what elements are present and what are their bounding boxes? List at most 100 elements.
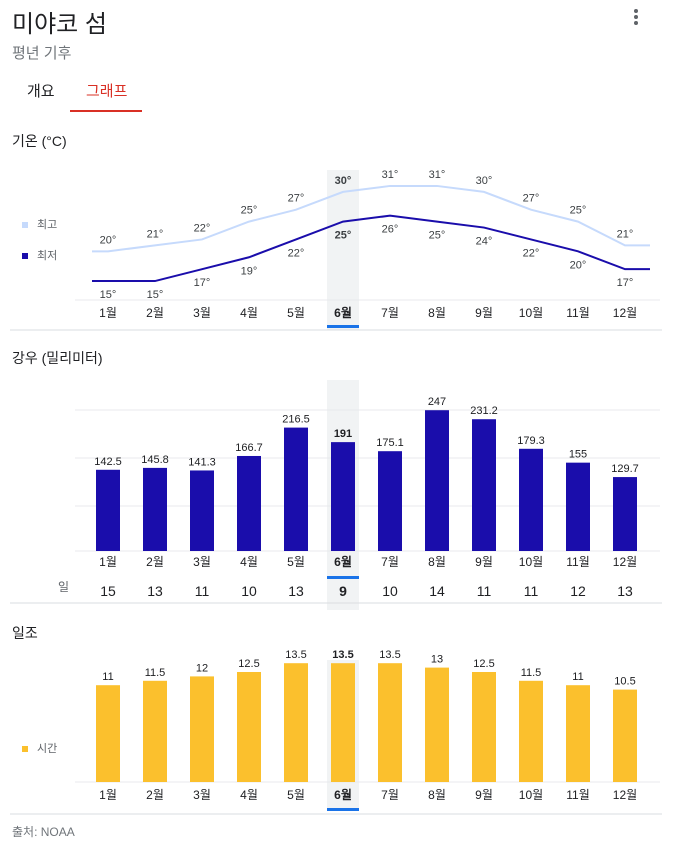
rainfall-value-label: 155 [569,449,587,461]
month-tick-label[interactable]: 12월 [613,306,637,320]
sunshine-value-label: 11 [572,671,583,683]
rainfall-bar [143,467,167,551]
month-tick-label[interactable]: 6월 [334,305,352,320]
month-tick-label[interactable]: 4월 [240,555,258,569]
rain-days-value: 13 [147,583,163,599]
month-tick-label[interactable]: 5월 [287,788,305,802]
sunshine-bar [425,667,449,782]
page-title: 미야코 섬 [12,11,107,38]
high-temp-label: 30° [335,175,352,187]
legend-low-label: 최저 [37,249,57,262]
rainfall-bar [613,477,637,551]
sunshine-value-label: 13.5 [332,650,353,661]
low-temp-label: 25° [429,230,446,242]
legend-high-label: 최고 [37,218,57,231]
month-tick-label[interactable]: 6월 [334,554,352,569]
rainfall-value-label: 191 [334,428,352,440]
month-tick-label[interactable]: 1월 [99,306,117,320]
legend-hours-swatch [22,746,28,752]
selected-month-indicator [327,808,359,811]
high-temp-label: 21° [147,228,164,240]
month-tick-label[interactable]: 9월 [475,788,493,802]
rainfall-section-title: 강우 (밀리미터) [12,350,103,366]
sunshine-value-label: 11.5 [521,667,542,679]
sunshine-value-label: 11.5 [145,667,166,679]
month-tick-label[interactable]: 10월 [519,788,543,802]
month-tick-label[interactable]: 1월 [99,555,117,569]
month-tick-label[interactable]: 8월 [428,306,446,320]
sunshine-bar [96,685,120,782]
sunshine-bar [519,680,543,782]
sunshine-bar [143,680,167,782]
month-tick-label[interactable]: 6월 [334,787,352,802]
sunshine-bar [237,672,261,782]
month-tick-label[interactable]: 2월 [146,788,164,802]
rain-days-value: 15 [100,583,116,599]
rainfall-value-label: 216.5 [282,414,310,426]
high-temp-label: 25° [570,205,587,217]
month-tick-label[interactable]: 5월 [287,555,305,569]
rain-days-value: 10 [382,583,398,599]
rainfall-bar [472,419,496,551]
rainfall-value-label: 175.1 [376,437,404,449]
month-tick-label[interactable]: 12월 [613,555,637,569]
sunshine-value-label: 12.5 [473,658,494,670]
rain-days-value: 11 [477,583,492,599]
temperature-chart: 20° 21° 22° 25° 27° 30° 31° 31° 30° 27° 25° 21° 15° 1… [10,169,662,331]
rainfall-value-label: 166.7 [235,442,263,454]
high-temp-label: 31° [429,169,446,181]
sunshine-value-label: 13.5 [379,650,400,661]
tab-overview[interactable]: 개요 [27,83,55,100]
month-tick-label[interactable]: 4월 [240,306,258,320]
rainfall-bar [425,410,449,551]
month-tick-label[interactable]: 11월 [566,788,590,802]
rainfall-bar [566,462,590,551]
month-tick-label[interactable]: 7월 [381,788,399,802]
rain-days-value: 10 [241,583,257,599]
month-tick-label[interactable]: 8월 [428,788,446,802]
month-tick-label[interactable]: 9월 [475,555,493,569]
legend-high-swatch [22,222,28,228]
sunshine-bar [378,663,402,782]
sunshine-value-label: 10.5 [614,676,635,688]
month-tick-label[interactable]: 3월 [193,788,211,802]
month-tick-label[interactable]: 7월 [381,555,399,569]
low-temp-label: 17° [617,277,634,289]
rainfall-value-label: 141.3 [188,456,216,468]
high-temp-line [92,184,650,253]
sunshine-section-title: 일조 [12,625,38,641]
month-tick-label[interactable]: 2월 [146,306,164,320]
rainfall-value-label: 231.2 [470,405,498,417]
rainfall-value-label: 179.3 [517,435,545,447]
high-temp-label: 31° [382,169,399,181]
rainfall-bar [519,448,543,551]
month-tick-label[interactable]: 11월 [566,306,590,320]
month-tick-label[interactable]: 3월 [193,555,211,569]
month-tick-label[interactable]: 4월 [240,788,258,802]
month-tick-label[interactable]: 3월 [193,306,211,320]
month-tick-label[interactable]: 2월 [146,555,164,569]
month-tick-label[interactable]: 10월 [519,555,543,569]
rain-days-value: 12 [570,583,586,599]
month-tick-label[interactable]: 11월 [566,555,590,569]
rain-days-value: 14 [429,583,445,599]
month-tick-label[interactable]: 7월 [381,306,399,320]
sunshine-bar [284,663,308,782]
month-tick-label[interactable]: 5월 [287,306,305,320]
rainfall-bar [237,455,261,551]
tab-graph[interactable]: 그래프 [86,83,128,100]
sunshine-value-label: 12.5 [238,658,259,670]
rainfall-bar [284,427,308,551]
month-tick-label[interactable]: 1월 [99,788,117,802]
month-tick-label[interactable]: 8월 [428,555,446,569]
month-tick-label[interactable]: 10월 [519,306,543,320]
month-tick-label[interactable]: 9월 [475,306,493,320]
low-temp-label: 19° [241,265,258,277]
more-options-icon[interactable] [626,6,646,28]
sunshine-bar [190,676,214,782]
sunshine-chart: 11 1월 11.5 2월 12 3월 12.5 4월 13.5 5월 13.5 6월 13.5 7월 13… [10,650,662,815]
active-tab-indicator [70,110,142,112]
month-tick-label[interactable]: 12월 [613,788,637,802]
sunshine-bar [613,689,637,782]
low-temp-label: 26° [382,224,399,236]
